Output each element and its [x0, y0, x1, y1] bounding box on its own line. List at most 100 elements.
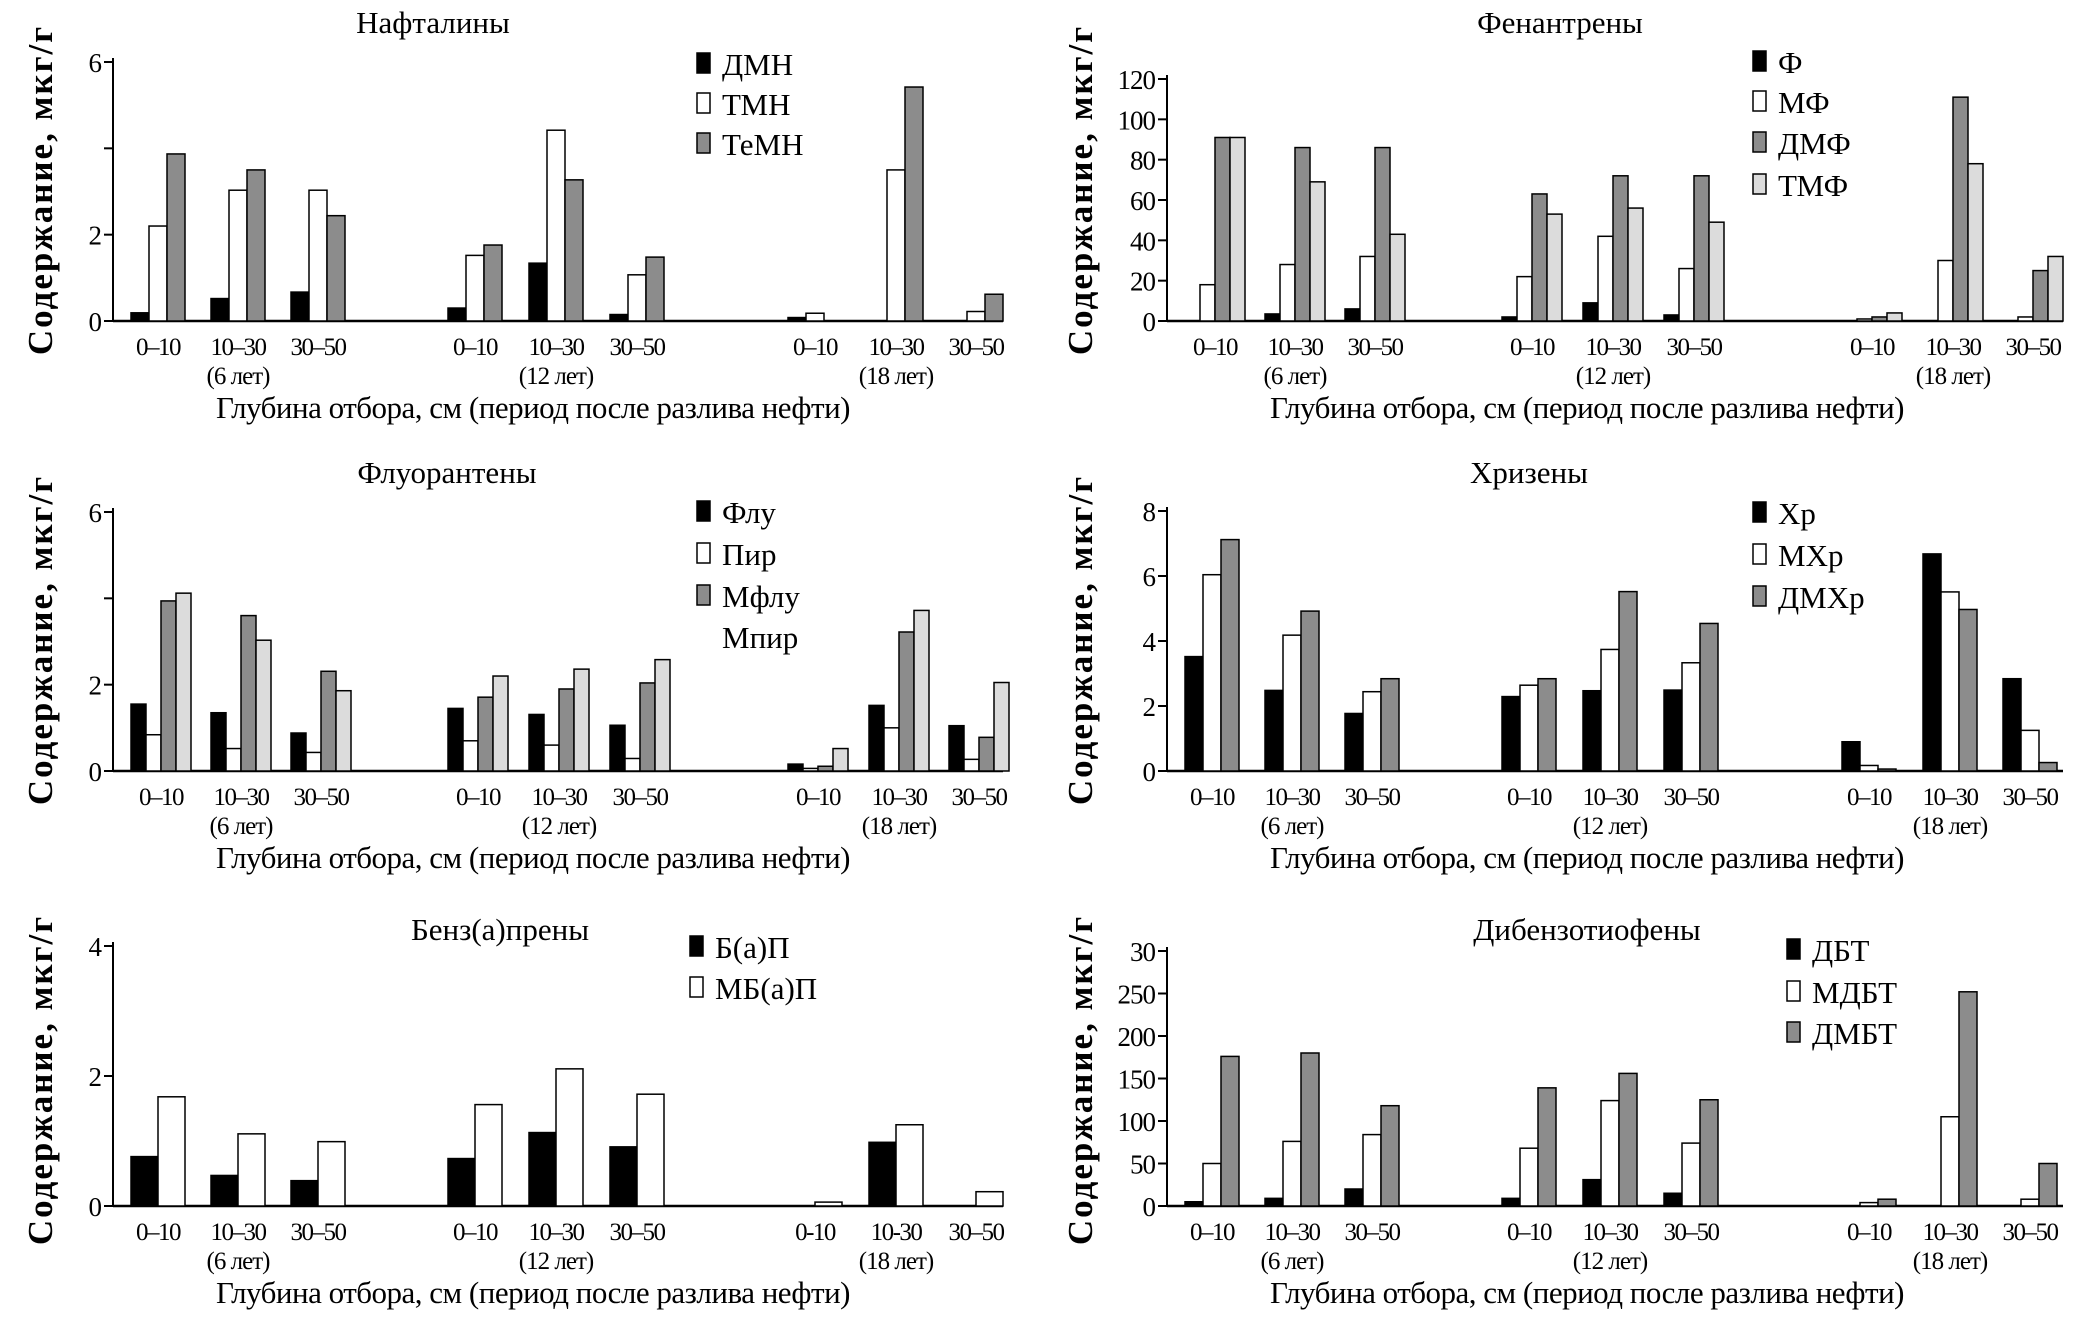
bar-0-series-0 — [130, 1155, 159, 1207]
x-tick-label: 30–50 — [949, 1219, 1005, 1246]
legend-swatch — [1752, 543, 1767, 565]
legend-swatch — [1752, 173, 1767, 195]
legend-swatch — [696, 132, 711, 154]
bar-5-series-3 — [654, 658, 671, 772]
bar-8-series-1 — [2017, 316, 2034, 322]
legend-swatch — [1786, 980, 1801, 1002]
bar-3-series-1 — [1519, 684, 1539, 772]
bar-5-series-3 — [1708, 221, 1725, 322]
bar-2-series-0 — [290, 1179, 319, 1207]
group-label: (6 лет) — [207, 1248, 271, 1275]
x-tick-label: 0–10 — [1507, 1219, 1552, 1246]
legend-swatch — [1752, 501, 1767, 523]
bar-2-series-3 — [1389, 233, 1406, 322]
legend-swatch — [689, 976, 704, 998]
x-axis-label: Глубина отбора, см (период после разлива… — [1270, 840, 1904, 875]
y-tick-label: 80 — [1130, 146, 1156, 176]
y-tick-label: 6 — [89, 498, 102, 528]
y-tick-label: 0 — [1143, 757, 1156, 787]
y-tick-label: 100 — [1118, 1107, 1156, 1137]
legend-label: МДБТ — [1812, 975, 1897, 1010]
bar-7-series-1 — [1940, 1116, 1960, 1207]
y-axis-label: Содержание, мкг/г — [21, 915, 60, 1245]
bar-0-series-2 — [1220, 538, 1240, 772]
bar-8-series-0 — [2002, 677, 2022, 772]
bar-5-series-0 — [609, 724, 626, 772]
x-tick-label: 30–50 — [1348, 334, 1404, 361]
x-tick-label: 10–30 — [529, 334, 585, 361]
bar-2-series-0 — [290, 732, 307, 772]
group-label: (12 лет) — [1573, 1248, 1648, 1275]
legend-label: Ф — [1778, 45, 1803, 80]
x-tick-label: 0–10 — [453, 334, 498, 361]
chart-dibenzothiophenes: Дибензотиофены Содержание, мкг/г 0 50 100 150… — [1040, 890, 2079, 1330]
y-tick-label: 0 — [89, 307, 102, 337]
x-tick-label: 10-30 — [871, 1219, 923, 1246]
bar-0-series-3 — [175, 592, 192, 772]
x-tick-label: 0–10 — [1847, 1219, 1892, 1246]
bar-5-series-0 — [609, 313, 629, 322]
x-tick-label: 30–50 — [294, 784, 350, 811]
bar-8-series-0 — [948, 724, 965, 772]
y-tick-label: 6 — [1143, 562, 1156, 592]
legend-label: Мпир — [722, 620, 798, 655]
bar-5-series-2 — [1699, 1099, 1719, 1207]
x-tick-label: 10–30 — [214, 784, 270, 811]
legend-swatch — [1786, 938, 1801, 960]
bar-6-series-0 — [787, 763, 804, 772]
bar-6-series-3 — [832, 747, 849, 772]
bar-8-series-2 — [2032, 269, 2049, 322]
chart-title: Флуорантены — [357, 455, 536, 490]
bar-3-series-2 — [483, 244, 503, 322]
bar-4-series-0 — [528, 1131, 557, 1207]
legend-label: ДМФ — [1778, 126, 1851, 161]
x-tick-label: 0–10 — [1190, 1219, 1235, 1246]
bar-7-series-3 — [1967, 162, 1984, 322]
bar-7-series-2 — [1958, 608, 1978, 772]
legend-swatch — [696, 52, 711, 74]
x-tick-label: 30–50 — [610, 1219, 666, 1246]
group-label: (18 лет) — [1913, 1248, 1988, 1275]
y-tick-label: 4 — [89, 932, 103, 962]
y-tick-label: 150 — [1118, 1065, 1156, 1095]
bar-0-series-3 — [1229, 136, 1246, 322]
group-label: (18 лет) — [1916, 363, 1991, 390]
bar-3-series-0 — [1501, 695, 1521, 772]
bar-1-series-1 — [1282, 1140, 1302, 1207]
bar-8-series-1 — [2020, 1198, 2040, 1207]
group-label: (18 лет) — [859, 1248, 934, 1275]
bar-7-series-0 — [868, 704, 885, 772]
bar-3-series-2 — [1537, 1087, 1557, 1207]
x-tick-label: 30–50 — [2003, 784, 2059, 811]
chart-benzopyrenes: Бенз(а)прены Содержание, мкг/г 0 2 4 0–10 10–3… — [0, 890, 1039, 1330]
chart-fluoranthenes: Флуорантены Содержание, мкг/г 0 2 6 0–10 10–30… — [0, 450, 1039, 890]
bar-8-series-1 — [966, 310, 986, 322]
bar-3-series-1 — [1516, 275, 1533, 322]
bar-0-series-1 — [1202, 1162, 1222, 1207]
bar-8-series-3 — [2047, 255, 2064, 322]
bar-4-series-3 — [1627, 207, 1644, 322]
y-tick-label: 4 — [1143, 627, 1157, 657]
bar-2-series-1 — [308, 189, 328, 322]
x-tick-label: 10–30 — [1926, 334, 1982, 361]
bar-1-series-2 — [240, 614, 257, 772]
bar-6-series-0 — [787, 316, 807, 322]
bar-2-series-1 — [1362, 690, 1382, 772]
group-label: (18 лет) — [862, 813, 937, 840]
y-axis-label: Содержание, мкг/г — [1061, 915, 1100, 1245]
bar-1-series-0 — [1264, 689, 1284, 772]
x-tick-label: 30–50 — [1664, 1219, 1720, 1246]
bar-8-series-1 — [2020, 729, 2040, 772]
bar-1-series-3 — [255, 639, 272, 772]
bar-5-series-2 — [645, 256, 665, 322]
y-tick-label: 2 — [89, 1062, 102, 1092]
x-tick-label: 10–30 — [1586, 334, 1642, 361]
x-tick-label: 0–10 — [136, 334, 181, 361]
bar-8-series-3 — [993, 681, 1010, 772]
bar-2-series-0 — [1344, 308, 1361, 322]
x-tick-label: 30–50 — [610, 334, 666, 361]
bar-0-series-2 — [1220, 1055, 1240, 1207]
bar-6-series-2 — [1871, 316, 1888, 322]
legend-swatch — [696, 542, 711, 564]
bar-7-series-0 — [868, 1141, 897, 1207]
